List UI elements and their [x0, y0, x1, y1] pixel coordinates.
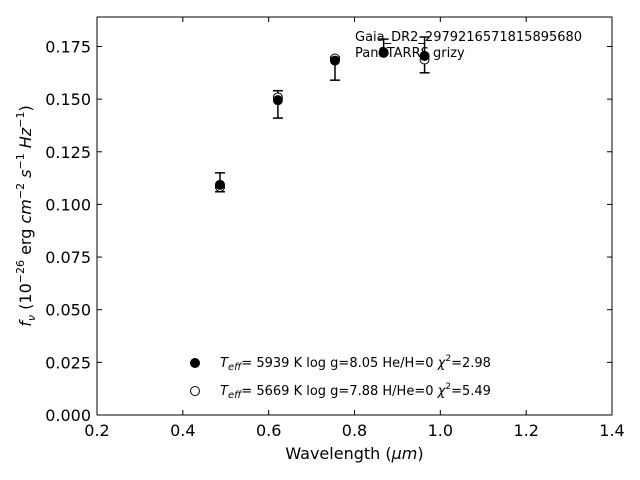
- y-tick-label: 0.100: [45, 195, 91, 214]
- legend: Teff= 5939 K log g=8.05 He/H=0 χ2=2.98 T…: [190, 354, 491, 401]
- x-tick-label: 1.2: [513, 421, 538, 440]
- model-point-filled: [419, 50, 430, 61]
- annotation-line-1: Gaia_DR2_2979216571815895680: [355, 30, 582, 45]
- legend-marker-open: [190, 386, 200, 396]
- axis-ticks: 0.2 0.4 0.6 0.8 1.0 1.2 1.4 0.000 0.025 0.050 0.07…: [45, 17, 625, 440]
- legend-marker-filled: [190, 358, 200, 368]
- x-tick-label: 0.8: [342, 421, 367, 440]
- y-tick-label: 0.050: [45, 301, 91, 320]
- x-tick-label: 1.0: [428, 421, 453, 440]
- x-tick-label: 0.4: [170, 421, 195, 440]
- y-tick-label: 0.175: [45, 37, 91, 56]
- y-axis-title: fν (10−26 erg cm−2 s−1 Hz−1): [14, 105, 38, 326]
- y-tick-label: 0.075: [45, 248, 91, 267]
- data-points: [214, 47, 430, 192]
- y-tick-label: 0.150: [45, 90, 91, 109]
- plot-area: [96, 16, 613, 416]
- x-tick-label: 0.2: [84, 421, 109, 440]
- x-tick-label: 0.6: [256, 421, 281, 440]
- model-point-filled: [329, 55, 340, 66]
- model-point-filled: [378, 47, 389, 58]
- legend-entry-2: Teff= 5669 K log g=7.88 H/He=0 χ2=5.49: [220, 382, 491, 401]
- model-point-filled: [214, 179, 225, 190]
- x-axis-title: Wavelength (μm): [285, 444, 423, 463]
- y-tick-label: 0.125: [45, 143, 91, 162]
- y-tick-label: 0.000: [45, 406, 91, 425]
- x-tick-label: 1.4: [599, 421, 624, 440]
- model-point-filled: [272, 95, 283, 106]
- y-tick-label: 0.025: [45, 353, 91, 372]
- legend-entry-1: Teff= 5939 K log g=8.05 He/H=0 χ2=2.98: [220, 354, 491, 373]
- annotation-line-2: PanSTARRS grizy: [355, 46, 465, 61]
